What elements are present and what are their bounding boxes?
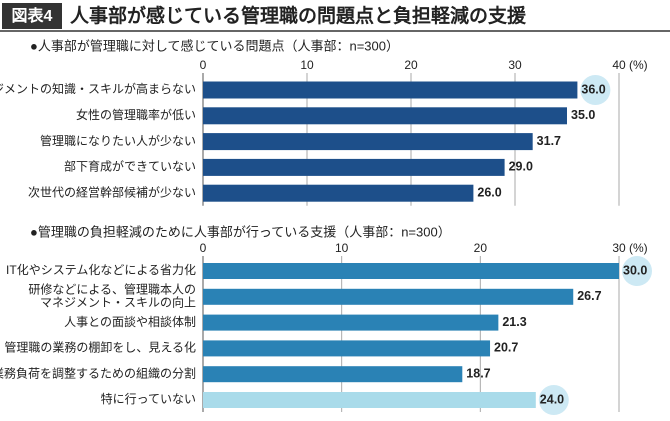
category-label: 女性の管理職率が低い [76,107,196,122]
category-label: 管理職の業務の棚卸をし、見える化 [4,340,196,355]
value-label: 36.0 [581,82,605,96]
unit-label: (%) [629,241,648,255]
category-label: 人事との面談や相談体制 [64,314,196,329]
chart-subtitle: ●管理職の負担軽減のために人事部が行っている支援（人事部：n=300） [30,224,451,239]
bar [203,366,463,383]
value-label: 20.7 [494,341,518,355]
category-label: 研修などによる、管理職本人のマネジメント・スキルの向上 [28,281,196,309]
value-label: 26.7 [577,289,601,303]
category-label: 部下育成ができていない [64,159,196,174]
highlight-circle [580,75,611,105]
category-label: 業務負荷を調整するための組織の分割 [0,365,196,380]
value-label: 24.0 [540,392,564,406]
value-label: 21.3 [502,315,526,329]
x-tick-label: 20 [474,241,488,255]
x-tick-label: 30 [612,241,626,255]
chart-subtitle: ●人事部が管理職に対して感じている問題点（人事部：n=300） [30,38,399,53]
category-label: マネジメントの知識・スキルが高まらない [0,81,196,96]
x-tick-label: 20 [404,58,418,72]
title-box [2,3,62,29]
page-title: 人事部が感じている管理職の問題点と負担軽減の支援 [70,4,527,27]
bar [203,133,533,151]
value-label: 18.7 [466,366,490,380]
figure-label: 図表4 [12,6,53,25]
bar [203,81,578,99]
value-label: 30.0 [623,263,647,277]
x-tick-label: 0 [200,58,207,72]
x-tick-label: 10 [335,241,349,255]
bar [203,158,505,176]
category-label: 次世代の経営幹部候補が少ない [28,184,196,199]
value-label: 35.0 [571,108,595,122]
bar [203,263,619,279]
category-label: 特に行っていない [101,391,196,406]
x-tick-label: 0 [200,241,207,255]
bar [203,314,499,331]
highlight-circle [622,256,652,286]
value-label: 26.0 [477,185,501,199]
bar [203,392,536,408]
unit-label: (%) [629,58,648,72]
x-tick-label: 10 [300,58,314,72]
bar [203,340,491,357]
bar [203,184,474,202]
highlight-circle [538,385,569,415]
category-label: IT化やシステム化などによる省力化 [6,263,196,277]
x-tick-label: 40 [612,58,626,72]
value-label: 29.0 [509,160,533,174]
bar [203,288,574,305]
value-label: 31.7 [537,134,561,148]
x-tick-label: 30 [508,58,522,72]
bar [203,107,567,125]
category-label: 管理職になりたい人が少ない [40,133,196,148]
